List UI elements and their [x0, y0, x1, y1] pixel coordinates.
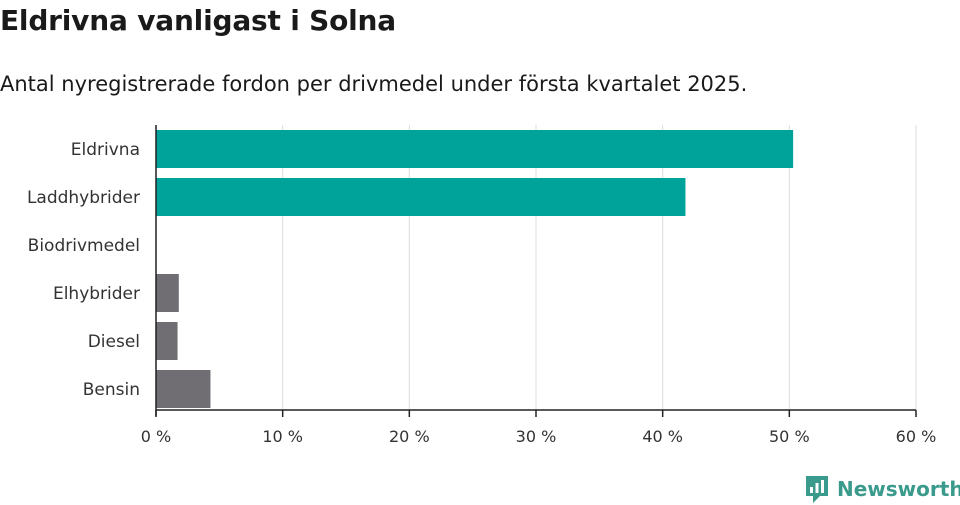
bar [156, 130, 794, 168]
x-tick-label: 50 % [769, 427, 810, 446]
category-label: Eldrivna [71, 140, 140, 160]
category-label: Elhybrider [53, 284, 140, 304]
x-tick-label: 20 % [389, 427, 430, 446]
x-tick-label: 60 % [896, 427, 937, 446]
chart-subtitle: Antal nyregistrerade fordon per drivmede… [0, 72, 748, 96]
bar [156, 322, 178, 360]
bar [156, 274, 179, 312]
x-tick-label: 0 % [141, 427, 171, 446]
x-tick-label: 10 % [262, 427, 303, 446]
category-label: Bensin [83, 380, 140, 400]
category-label: Biodrivmedel [28, 236, 140, 256]
bar-chart: Eldrivna Laddhybrider Biodrivmedel Elhybrid… [27, 125, 937, 446]
chart-title: Eldrivna vanligast i Solna [0, 4, 396, 37]
newsworthy-logo-icon [806, 476, 828, 503]
x-tick-label: 40 % [642, 427, 683, 446]
bar [156, 178, 686, 216]
category-label: Laddhybrider [27, 188, 140, 208]
category-label: Diesel [88, 332, 140, 352]
brand-name: Newsworthy [837, 477, 960, 501]
bar [156, 370, 211, 408]
x-tick-label: 30 % [516, 427, 557, 446]
brand-logo: Newsworthy [804, 474, 960, 504]
